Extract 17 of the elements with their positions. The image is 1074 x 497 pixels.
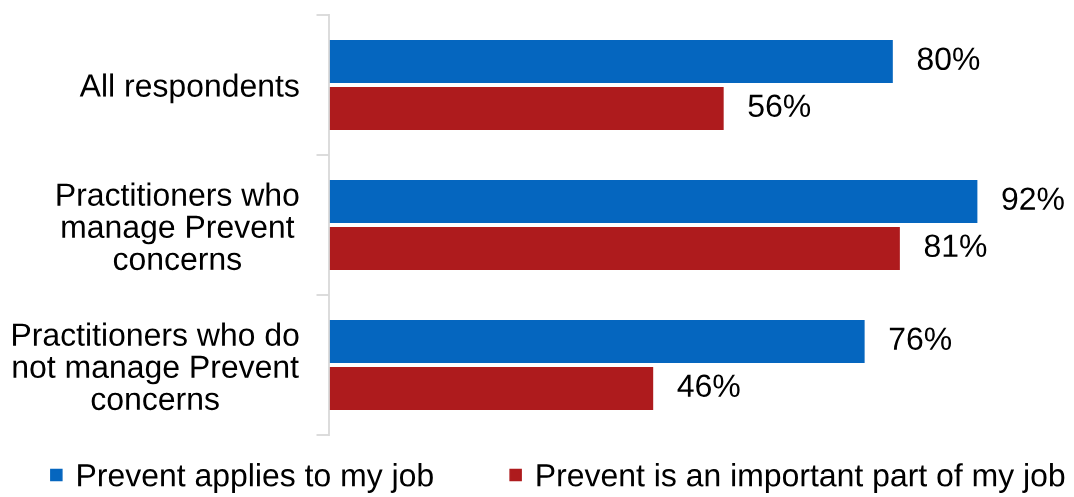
data-label: 76% [889,327,952,351]
bar [329,39,893,83]
bar [329,87,724,131]
y-tick-label: Practitioners who manage Prevent concerns [57,182,299,271]
legend-label: Prevent is an important part of my job [537,463,1065,493]
y-tick-label: All respondents [79,73,299,104]
data-label: 92% [1002,187,1064,211]
bar [329,179,978,223]
bar [329,227,900,271]
data-label: 81% [924,234,987,258]
legend-label: Prevent applies to my job [78,463,433,493]
bar [329,319,865,363]
bar [329,367,654,411]
data-label: 46% [677,374,740,398]
data-label: 80% [917,47,980,71]
data-label: 56% [748,94,811,118]
y-tick-label: Practitioners who do not manage Prevent concerns [13,322,299,411]
